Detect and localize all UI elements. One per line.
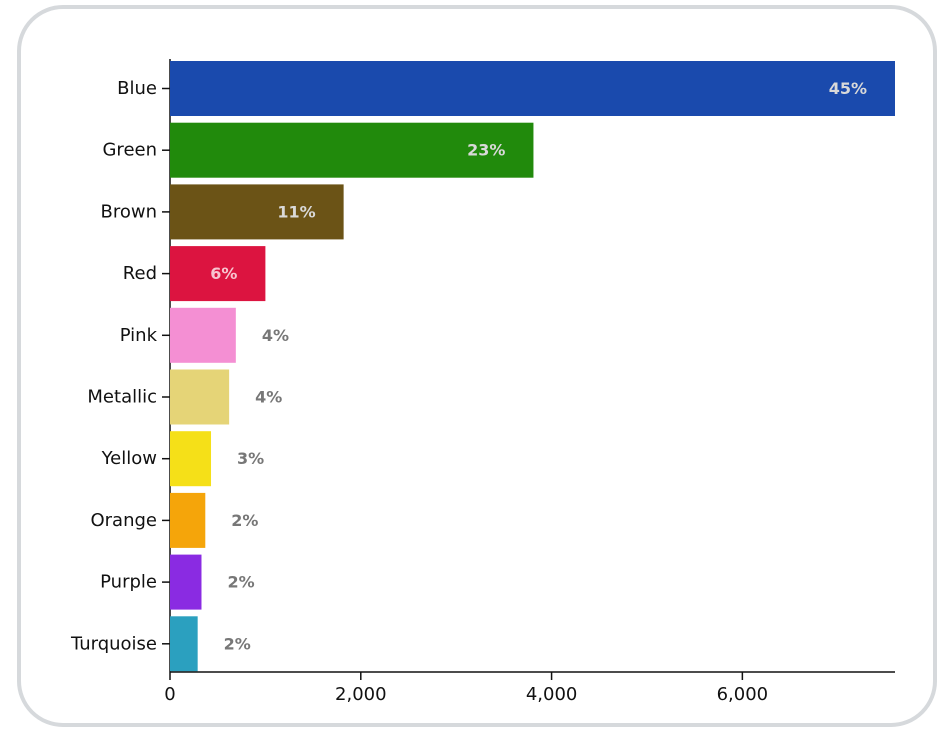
bar-brown (170, 184, 344, 240)
category-label: Pink (120, 325, 158, 346)
data-label: 45% (829, 79, 867, 98)
category-label: Turquoise (70, 633, 157, 654)
category-label: Orange (90, 510, 157, 531)
category-label: Purple (100, 572, 157, 593)
data-label: 23% (467, 141, 505, 160)
category-label: Brown (101, 201, 158, 222)
bar-metallic (170, 369, 230, 425)
bar-yellow (170, 431, 212, 487)
data-label: 2% (224, 634, 251, 653)
data-label: 2% (231, 511, 258, 530)
category-label: Red (123, 263, 157, 284)
category-label: Yellow (101, 448, 157, 469)
data-label: 11% (277, 202, 315, 221)
bars: 45% 23% 11% 6% 4% 4% 3% 2% 2% 2% (170, 61, 895, 672)
data-label: 4% (255, 388, 282, 407)
x-tick-label: 6,000 (717, 684, 769, 705)
y-axis: Blue Green Brown Red Pink Metallic Yellow Orang… (70, 59, 171, 672)
category-label: Blue (117, 78, 157, 99)
x-tick-label: 0 (164, 684, 175, 705)
bar-turquoise (170, 616, 198, 672)
bar-purple (170, 554, 202, 610)
x-tick-label: 4,000 (526, 684, 578, 705)
bar-green (170, 122, 534, 178)
x-axis: 0 2,000 4,000 6,000 (164, 671, 895, 705)
data-label: 2% (227, 573, 254, 592)
category-label: Green (102, 140, 157, 161)
bar-red (170, 246, 266, 302)
bar-orange (170, 492, 206, 548)
x-tick-label: 2,000 (335, 684, 387, 705)
data-label: 4% (262, 326, 289, 345)
category-label: Metallic (87, 387, 157, 408)
bar-pink (170, 307, 236, 363)
bar-blue (170, 61, 895, 116)
data-label: 3% (237, 449, 264, 468)
data-label: 6% (210, 264, 237, 283)
